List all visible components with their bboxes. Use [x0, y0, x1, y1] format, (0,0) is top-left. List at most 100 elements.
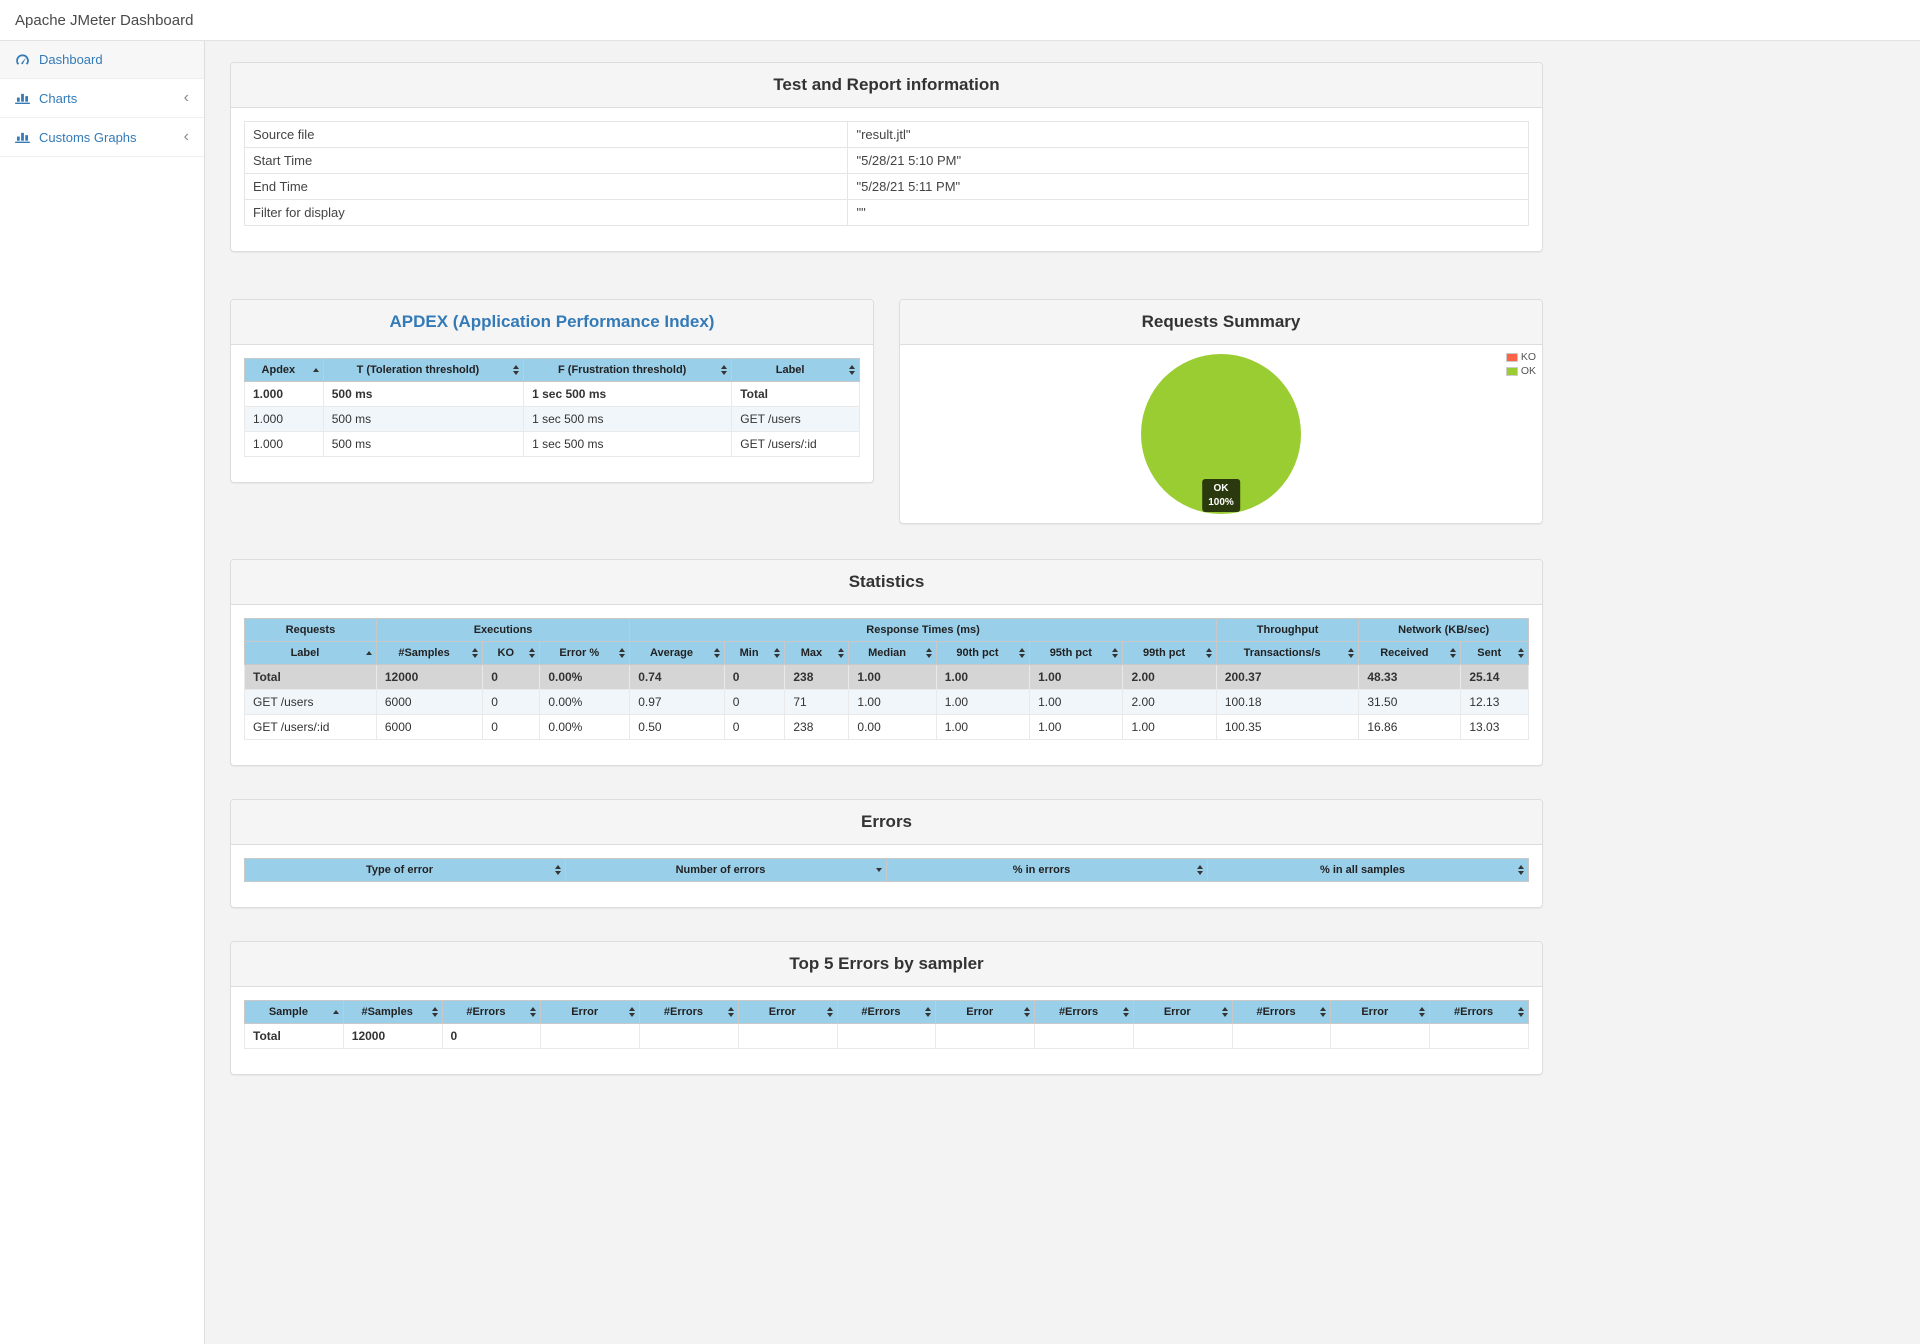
column-header-samples[interactable]: #Samples [375, 641, 484, 665]
sidebar-item-customs-graphs[interactable]: Customs Graphs ‹ [0, 118, 204, 157]
sidebar-item-label: Customs Graphs [39, 129, 137, 145]
sidebar-item-dashboard[interactable]: Dashboard [0, 41, 204, 79]
bar-chart-icon [15, 131, 31, 143]
column-header-median[interactable]: Median [848, 641, 937, 665]
sort-icon [1518, 865, 1524, 875]
column-header-99th-pct[interactable]: 99th pct [1122, 641, 1217, 665]
column-header-label: 99th pct [1143, 647, 1186, 659]
column-header-errors[interactable]: #Errors [1429, 1000, 1529, 1024]
table-cell: 1.00 [848, 689, 937, 715]
table-cell: 0.00% [539, 689, 631, 715]
sort-icon [629, 1007, 636, 1017]
table-row: Filter for display "" [243, 199, 1529, 226]
sort-icon [849, 365, 855, 375]
column-header-label: Error [1163, 1006, 1191, 1018]
column-header-error[interactable]: Error % [539, 641, 631, 665]
table-cell: Total [244, 664, 377, 690]
column-header-number-of-errors[interactable]: Number of errors [565, 858, 887, 882]
sort-icon [1205, 648, 1212, 658]
table-cell: 1 sec 500 ms [523, 381, 733, 407]
table-cell: 0.00% [539, 664, 631, 690]
app-title: Apache JMeter Dashboard [15, 11, 194, 29]
column-header-label: Error [966, 1006, 994, 1018]
sidebar-item-charts[interactable]: Charts ‹ [0, 79, 204, 118]
sort-icon [727, 1007, 734, 1017]
table-cell: End Time [243, 173, 849, 200]
column-header-in-all-samples[interactable]: % in all samples [1207, 858, 1529, 882]
table-cell: 0.74 [629, 664, 725, 690]
column-header-label: Error [768, 1006, 796, 1018]
column-header-label: Average [650, 647, 694, 659]
column-header-sample[interactable]: Sample [244, 1000, 344, 1024]
column-header-t-toleration-threshold[interactable]: T (Toleration threshold) [322, 358, 525, 382]
column-header-ko[interactable]: KO [482, 641, 541, 665]
sort-icon [1197, 865, 1203, 875]
table-cell [540, 1023, 641, 1049]
column-header-95th-pct[interactable]: 95th pct [1029, 641, 1124, 665]
sort-icon [1450, 648, 1457, 658]
column-header-received[interactable]: Received [1358, 641, 1462, 665]
panel-title: Requests Summary [900, 300, 1542, 345]
column-header-in-errors[interactable]: % in errors [886, 858, 1208, 882]
column-header-sent[interactable]: Sent [1460, 641, 1529, 665]
table-cell: 48.33 [1358, 664, 1462, 690]
table-cell: 6000 [375, 714, 484, 740]
column-group-throughput: Throughput [1215, 618, 1360, 642]
column-header-errors[interactable]: #Errors [1034, 1000, 1134, 1024]
column-header-errors[interactable]: #Errors [836, 1000, 937, 1024]
column-header-samples[interactable]: #Samples [342, 1000, 443, 1024]
panel-title: Statistics [231, 560, 1542, 605]
column-header-apdex[interactable]: Apdex [244, 358, 324, 382]
column-header-errors[interactable]: #Errors [639, 1000, 739, 1024]
column-header-errors[interactable]: #Errors [441, 1000, 542, 1024]
column-header-type-of-error[interactable]: Type of error [244, 858, 566, 882]
sort-icon [472, 648, 479, 658]
pie-slice-label-name: OK [1213, 483, 1229, 494]
column-header-max[interactable]: Max [784, 641, 850, 665]
column-header-average[interactable]: Average [629, 641, 725, 665]
table-cell: 1.00 [935, 664, 1031, 690]
column-header-label[interactable]: Label [731, 358, 860, 382]
sort-icon [555, 865, 561, 875]
column-header-label: Transactions/s [1243, 647, 1321, 659]
column-header-label: KO [497, 647, 515, 659]
table-cell: 1.000 [244, 381, 324, 407]
column-header-f-frustration-threshold[interactable]: F (Frustration threshold) [523, 358, 733, 382]
table-cell: 500 ms [322, 406, 525, 432]
column-header-error[interactable]: Error [737, 1000, 838, 1024]
table-cell: 2.00 [1122, 664, 1217, 690]
top5-errors-table: Sample #Samples #Errors Error #Errors Error #E… [244, 1000, 1529, 1049]
column-header-min[interactable]: Min [723, 641, 786, 665]
column-group-response-times-ms: Response Times (ms) [629, 618, 1217, 642]
table-cell: GET /users/:id [731, 431, 860, 457]
table-cell: GET /users [244, 689, 377, 715]
sort-icon [838, 648, 845, 658]
column-header-error[interactable]: Error [1330, 1000, 1431, 1024]
table-cell: 12000 [342, 1023, 443, 1049]
statistics-table: Requests Executions Response Times (ms) Thr… [244, 618, 1529, 740]
column-header-transactions-s[interactable]: Transactions/s [1215, 641, 1360, 665]
sort-icon [530, 1007, 537, 1017]
column-header-label[interactable]: Label [244, 641, 377, 665]
legend-label: KO [1520, 351, 1536, 363]
table-cell: 0.00 [848, 714, 937, 740]
table-cell: Total [731, 381, 860, 407]
column-header-errors[interactable]: #Errors [1231, 1000, 1332, 1024]
apdex-panel: APDEX (Application Performance Index) Ap… [230, 299, 874, 483]
table-row: 1.000 500 ms 1 sec 500 ms GET /users [244, 406, 860, 432]
column-header-error[interactable]: Error [935, 1000, 1036, 1024]
sort-icon [513, 365, 520, 375]
column-header-label: #Errors [663, 1006, 704, 1018]
sort-icon [721, 365, 728, 375]
table-cell: 1.00 [848, 664, 937, 690]
column-group-network-kb-sec: Network (KB/sec) [1358, 618, 1529, 642]
table-cell: 0 [482, 714, 541, 740]
column-header-90th-pct[interactable]: 90th pct [935, 641, 1031, 665]
column-header-error[interactable]: Error [540, 1000, 641, 1024]
table-cell [1034, 1023, 1134, 1049]
table-cell: 0 [482, 689, 541, 715]
panel-title: Errors [231, 800, 1542, 845]
column-header-error[interactable]: Error [1132, 1000, 1233, 1024]
column-header-label: Sent [1477, 647, 1502, 659]
table-row: Start Time "5/28/21 5:10 PM" [243, 147, 1529, 174]
